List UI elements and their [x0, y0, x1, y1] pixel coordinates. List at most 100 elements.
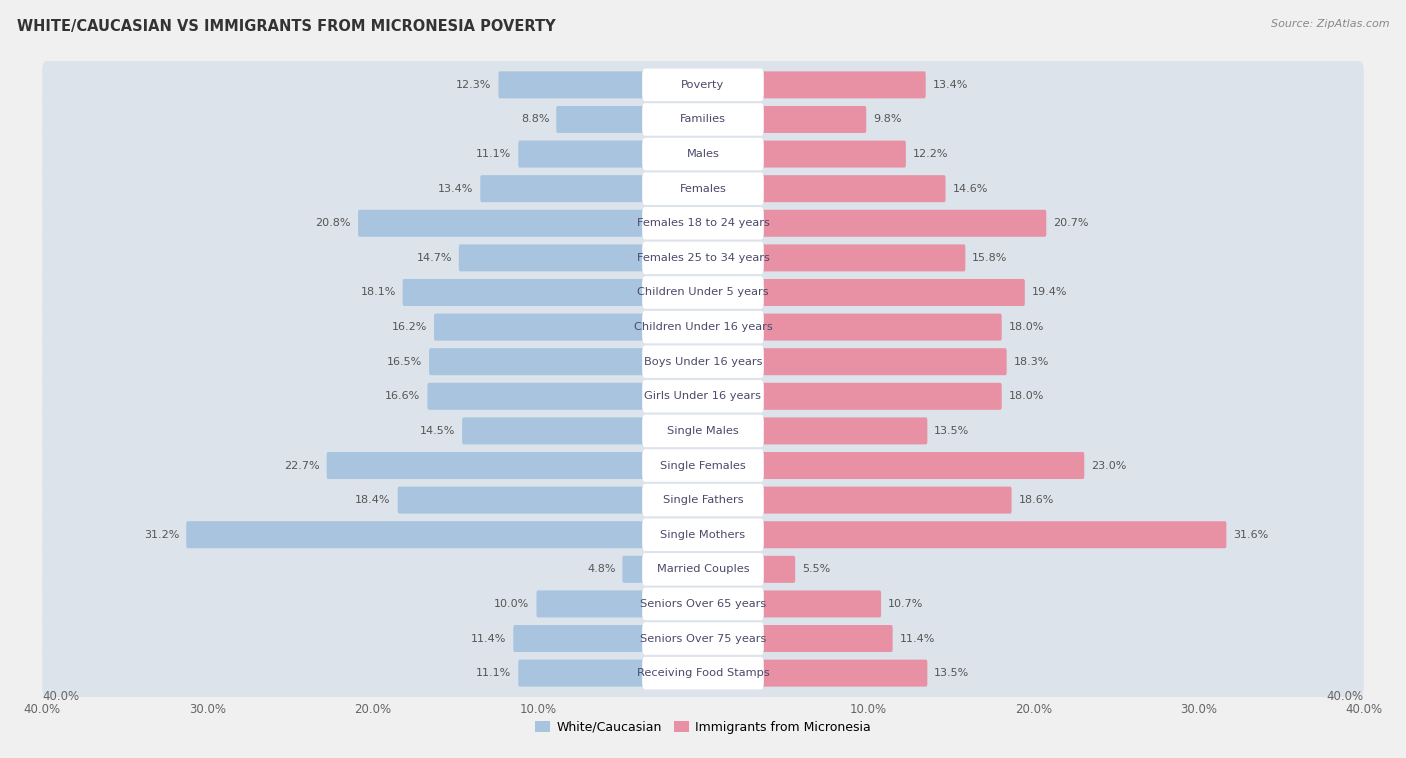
FancyBboxPatch shape [537, 590, 704, 618]
FancyBboxPatch shape [434, 314, 704, 340]
FancyBboxPatch shape [702, 625, 893, 652]
FancyBboxPatch shape [623, 556, 704, 583]
Text: 13.4%: 13.4% [439, 183, 474, 194]
FancyBboxPatch shape [702, 556, 796, 583]
FancyBboxPatch shape [429, 348, 704, 375]
FancyBboxPatch shape [702, 71, 925, 99]
Text: 8.8%: 8.8% [520, 114, 550, 124]
FancyBboxPatch shape [42, 442, 1364, 490]
FancyBboxPatch shape [42, 511, 1364, 559]
Text: Poverty: Poverty [682, 80, 724, 90]
Text: Families: Families [681, 114, 725, 124]
Text: Children Under 16 years: Children Under 16 years [634, 322, 772, 332]
FancyBboxPatch shape [643, 587, 763, 620]
Text: 23.0%: 23.0% [1091, 461, 1126, 471]
FancyBboxPatch shape [643, 138, 763, 171]
Text: 18.1%: 18.1% [360, 287, 395, 297]
FancyBboxPatch shape [643, 449, 763, 482]
FancyBboxPatch shape [643, 380, 763, 412]
FancyBboxPatch shape [42, 61, 1364, 108]
Text: 20.7%: 20.7% [1053, 218, 1088, 228]
Text: Girls Under 16 years: Girls Under 16 years [644, 391, 762, 401]
Text: 15.8%: 15.8% [973, 253, 1008, 263]
Text: 14.7%: 14.7% [416, 253, 451, 263]
FancyBboxPatch shape [402, 279, 704, 306]
FancyBboxPatch shape [702, 522, 1226, 548]
Text: 9.8%: 9.8% [873, 114, 901, 124]
FancyBboxPatch shape [42, 615, 1364, 662]
Text: 40.0%: 40.0% [1327, 691, 1364, 703]
Text: Source: ZipAtlas.com: Source: ZipAtlas.com [1271, 19, 1389, 29]
Text: 13.5%: 13.5% [934, 426, 970, 436]
Text: 10.7%: 10.7% [889, 599, 924, 609]
FancyBboxPatch shape [42, 96, 1364, 143]
FancyBboxPatch shape [42, 372, 1364, 420]
FancyBboxPatch shape [42, 199, 1364, 247]
FancyBboxPatch shape [702, 590, 882, 618]
Text: Boys Under 16 years: Boys Under 16 years [644, 357, 762, 367]
FancyBboxPatch shape [42, 234, 1364, 282]
FancyBboxPatch shape [702, 314, 1001, 340]
FancyBboxPatch shape [519, 140, 704, 168]
Text: 13.4%: 13.4% [932, 80, 967, 90]
Text: 4.8%: 4.8% [586, 564, 616, 575]
Text: 16.2%: 16.2% [392, 322, 427, 332]
Text: 11.4%: 11.4% [471, 634, 506, 644]
Text: 20.8%: 20.8% [315, 218, 352, 228]
Text: Females 25 to 34 years: Females 25 to 34 years [637, 253, 769, 263]
Text: Females 18 to 24 years: Females 18 to 24 years [637, 218, 769, 228]
FancyBboxPatch shape [643, 346, 763, 378]
FancyBboxPatch shape [702, 418, 928, 444]
FancyBboxPatch shape [643, 518, 763, 551]
FancyBboxPatch shape [643, 242, 763, 274]
Text: Single Fathers: Single Fathers [662, 495, 744, 505]
FancyBboxPatch shape [519, 659, 704, 687]
Text: Receiving Food Stamps: Receiving Food Stamps [637, 668, 769, 678]
FancyBboxPatch shape [643, 103, 763, 136]
FancyBboxPatch shape [702, 659, 928, 687]
Text: 14.6%: 14.6% [952, 183, 988, 194]
Text: Seniors Over 65 years: Seniors Over 65 years [640, 599, 766, 609]
Text: Married Couples: Married Couples [657, 564, 749, 575]
FancyBboxPatch shape [513, 625, 704, 652]
FancyBboxPatch shape [643, 207, 763, 240]
FancyBboxPatch shape [643, 172, 763, 205]
Text: 18.0%: 18.0% [1008, 322, 1045, 332]
FancyBboxPatch shape [702, 210, 1046, 236]
Text: 13.5%: 13.5% [934, 668, 970, 678]
FancyBboxPatch shape [702, 244, 966, 271]
FancyBboxPatch shape [458, 244, 704, 271]
Text: Single Males: Single Males [666, 426, 740, 436]
Text: 16.6%: 16.6% [385, 391, 420, 401]
Text: Single Mothers: Single Mothers [661, 530, 745, 540]
FancyBboxPatch shape [398, 487, 704, 514]
FancyBboxPatch shape [42, 164, 1364, 212]
FancyBboxPatch shape [702, 175, 945, 202]
FancyBboxPatch shape [643, 311, 763, 343]
Text: Children Under 5 years: Children Under 5 years [637, 287, 769, 297]
FancyBboxPatch shape [702, 348, 1007, 375]
FancyBboxPatch shape [42, 268, 1364, 316]
FancyBboxPatch shape [643, 657, 763, 690]
FancyBboxPatch shape [42, 580, 1364, 628]
FancyBboxPatch shape [186, 522, 704, 548]
FancyBboxPatch shape [643, 553, 763, 586]
FancyBboxPatch shape [42, 338, 1364, 386]
FancyBboxPatch shape [463, 418, 704, 444]
FancyBboxPatch shape [42, 650, 1364, 697]
FancyBboxPatch shape [326, 452, 704, 479]
FancyBboxPatch shape [702, 140, 905, 168]
Text: Females: Females [679, 183, 727, 194]
Text: 40.0%: 40.0% [42, 691, 79, 703]
FancyBboxPatch shape [42, 303, 1364, 351]
FancyBboxPatch shape [42, 546, 1364, 594]
Text: 14.5%: 14.5% [420, 426, 456, 436]
FancyBboxPatch shape [427, 383, 704, 410]
Text: 31.6%: 31.6% [1233, 530, 1268, 540]
Text: 12.3%: 12.3% [456, 80, 492, 90]
Text: 11.4%: 11.4% [900, 634, 935, 644]
Text: 11.1%: 11.1% [477, 668, 512, 678]
FancyBboxPatch shape [643, 484, 763, 516]
Text: 18.3%: 18.3% [1014, 357, 1049, 367]
Text: 18.0%: 18.0% [1008, 391, 1045, 401]
